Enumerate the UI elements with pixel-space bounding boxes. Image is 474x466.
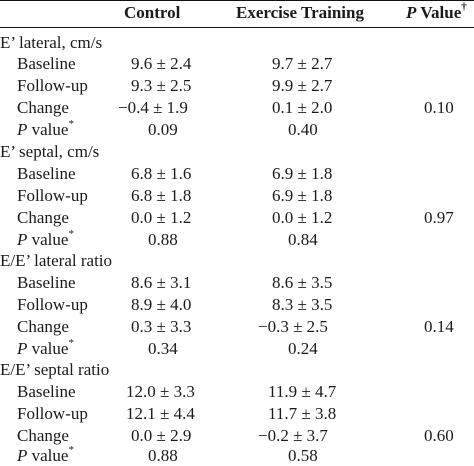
control-value: 0.0 ± 1.2 — [131, 208, 192, 227]
control-value: 6.8 ± 1.6 — [131, 164, 192, 183]
exercise-p: 0.40 — [288, 120, 318, 139]
p-value-label: P value* — [17, 337, 74, 359]
exercise-value: 6.9 ± 1.8 — [272, 164, 333, 183]
exercise-value: 11.9 ± 4.7 — [268, 382, 337, 401]
row-label: Follow-up — [17, 76, 88, 95]
p-rest: value — [27, 230, 69, 249]
p-value-label: P value* — [17, 228, 74, 250]
exercise-value: 9.7 ± 2.7 — [272, 54, 333, 73]
section-title: E’ septal, cm/s — [0, 142, 100, 161]
p-italic: P — [17, 120, 28, 139]
row-label: Change — [17, 98, 69, 117]
exercise-value: −0.2 ± 3.7 — [258, 426, 328, 445]
header-control: Control — [124, 3, 181, 22]
p-mark: * — [68, 118, 74, 131]
row-label: Follow-up — [17, 186, 88, 205]
control-p: 0.88 — [148, 446, 178, 465]
section-title: E/E’ lateral ratio — [0, 251, 113, 270]
p-value: 0.14 — [424, 317, 454, 336]
header-exercise-training: Exercise Training — [236, 3, 364, 22]
control-value: −0.4 ± 1.9 — [118, 98, 188, 117]
p-mark: * — [68, 444, 74, 457]
p-value-label: P value* — [17, 118, 74, 140]
p-value: 0.60 — [424, 426, 454, 445]
header-p-value: P Value† — [406, 1, 467, 23]
exercise-value: 6.9 ± 1.8 — [272, 186, 333, 205]
control-p: 0.34 — [148, 339, 178, 358]
exercise-value: 0.0 ± 1.2 — [272, 208, 333, 227]
section-title: E/E’ septal ratio — [0, 360, 110, 379]
p-mark: * — [68, 337, 74, 350]
p-rest: value — [27, 339, 69, 358]
p-mark: * — [68, 228, 74, 241]
row-label: Follow-up — [17, 295, 88, 314]
control-value: 9.6 ± 2.4 — [131, 54, 192, 73]
section-title: E’ lateral, cm/s — [0, 33, 103, 52]
p-rest: value — [27, 120, 69, 139]
row-label: Follow-up — [17, 404, 88, 423]
control-value: 9.3 ± 2.5 — [131, 76, 192, 95]
row-label: Baseline — [17, 54, 76, 73]
p-italic: P — [17, 446, 28, 465]
exercise-value: 8.3 ± 3.5 — [272, 295, 333, 314]
p-value-label: P value* — [17, 444, 74, 466]
row-label: Baseline — [17, 164, 76, 183]
exercise-p: 0.58 — [288, 446, 318, 465]
row-label: Baseline — [17, 273, 76, 292]
exercise-value: 9.9 ± 2.7 — [272, 76, 333, 95]
header-p-rest: Value — [416, 3, 462, 22]
p-italic: P — [17, 339, 28, 358]
exercise-p: 0.84 — [288, 230, 318, 249]
row-label: Baseline — [17, 382, 76, 401]
control-value: 6.8 ± 1.8 — [131, 186, 192, 205]
control-p: 0.88 — [148, 230, 178, 249]
exercise-value: 8.6 ± 3.5 — [272, 273, 333, 292]
control-value: 8.9 ± 4.0 — [131, 295, 192, 314]
control-value: 8.6 ± 3.1 — [131, 273, 192, 292]
p-rest: value — [27, 446, 69, 465]
exercise-p: 0.24 — [288, 339, 318, 358]
exercise-value: 0.1 ± 2.0 — [272, 98, 333, 117]
control-value: 0.3 ± 3.3 — [131, 317, 192, 336]
p-value: 0.97 — [424, 208, 454, 227]
control-value: 12.0 ± 3.3 — [126, 382, 195, 401]
control-value: 12.1 ± 4.4 — [126, 404, 195, 423]
p-value: 0.10 — [424, 98, 454, 117]
exercise-value: −0.3 ± 2.5 — [258, 317, 328, 336]
p-italic: P — [17, 230, 28, 249]
row-label: Change — [17, 426, 69, 445]
control-value: 0.0 ± 2.9 — [131, 426, 192, 445]
row-label: Change — [17, 317, 69, 336]
header-p-mark: † — [461, 1, 467, 14]
control-p: 0.09 — [148, 120, 178, 139]
table-top-rule — [0, 0, 474, 1]
header-p-italic: P — [406, 3, 417, 22]
row-label: Change — [17, 208, 69, 227]
exercise-value: 11.7 ± 3.8 — [268, 404, 337, 423]
header-rule — [0, 27, 474, 28]
